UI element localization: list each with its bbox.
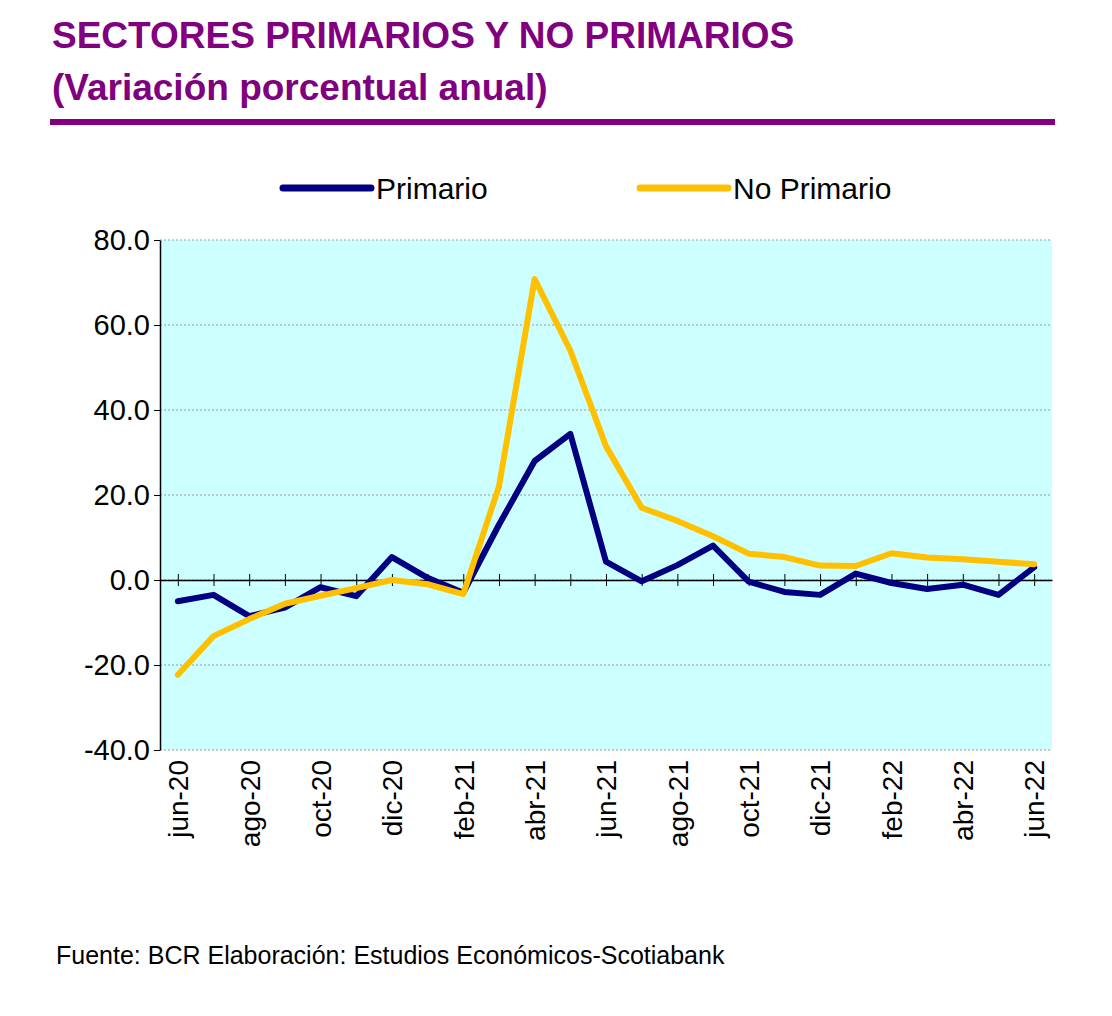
x-tick-mark bbox=[570, 574, 571, 586]
x-tick bbox=[499, 574, 500, 586]
x-tick bbox=[784, 574, 785, 586]
x-tick: jun-22 bbox=[1019, 574, 1050, 839]
x-tick-label: ago-21 bbox=[663, 760, 694, 847]
grid-line bbox=[160, 495, 1052, 496]
grid-line bbox=[160, 665, 1052, 666]
subtitle: (Variación porcentual anual) bbox=[52, 67, 548, 108]
x-tick-mark bbox=[927, 574, 928, 586]
y-tick: 40.0 bbox=[94, 394, 160, 426]
x-tick: feb-21 bbox=[449, 574, 480, 839]
x-tick bbox=[285, 574, 286, 586]
x-tick bbox=[998, 574, 999, 586]
x-tick: jun-20 bbox=[163, 574, 194, 839]
x-axis: jun-20 ago-20 oct-20 dic-20 feb-21 abr-21 jun-… bbox=[161, 574, 1053, 847]
y-tick-label: -20.0 bbox=[84, 649, 150, 681]
x-tick-mark bbox=[285, 574, 286, 586]
y-tick-mark bbox=[154, 580, 160, 581]
x-tick-mark bbox=[499, 574, 500, 586]
title: SECTORES PRIMARIOS Y NO PRIMARIOS bbox=[52, 15, 794, 56]
x-tick: dic-20 bbox=[377, 574, 408, 836]
x-tick-mark bbox=[178, 574, 179, 586]
x-tick-mark bbox=[356, 574, 357, 586]
grid-line bbox=[160, 750, 1052, 751]
y-tick: -20.0 bbox=[84, 649, 160, 681]
y-tick-mark bbox=[154, 240, 160, 241]
grid bbox=[160, 240, 1052, 750]
x-tick-mark bbox=[249, 574, 250, 586]
y-tick-label: 20.0 bbox=[94, 479, 150, 511]
series-line bbox=[178, 434, 1034, 616]
y-tick-label: 40.0 bbox=[94, 394, 150, 426]
y-tick: 80.0 bbox=[94, 224, 160, 256]
grid-line bbox=[160, 240, 1052, 241]
x-tick: dic-21 bbox=[805, 574, 836, 836]
x-tick-label: jun-20 bbox=[163, 760, 194, 839]
x-tick-mark bbox=[713, 574, 714, 586]
x-tick-mark bbox=[820, 574, 821, 586]
x-tick bbox=[214, 574, 215, 586]
x-tick: oct-20 bbox=[306, 574, 337, 838]
legend-swatch bbox=[283, 185, 371, 192]
y-tick-mark bbox=[154, 325, 160, 326]
chart: SECTORES PRIMARIOS Y NO PRIMARIOS (Variac… bbox=[0, 0, 1112, 1016]
plot-background bbox=[160, 240, 1052, 750]
y-tick-mark bbox=[154, 495, 160, 496]
y-tick-label: 60.0 bbox=[94, 309, 150, 341]
grid-line bbox=[160, 410, 1052, 411]
x-tick: feb-22 bbox=[877, 574, 908, 839]
y-tick-mark bbox=[154, 665, 160, 666]
x-tick-label: abr-22 bbox=[948, 760, 979, 841]
x-tick: jun-21 bbox=[591, 574, 622, 839]
y-tick-label: 0.0 bbox=[110, 564, 150, 596]
x-tick-label: dic-20 bbox=[377, 760, 408, 836]
x-tick: oct-21 bbox=[734, 574, 765, 838]
y-tick: 20.0 bbox=[94, 479, 160, 511]
x-tick-label: ago-20 bbox=[235, 760, 266, 847]
legend: Primario No Primario bbox=[283, 172, 891, 205]
y-tick-label: -40.0 bbox=[84, 734, 150, 766]
legend-label: No Primario bbox=[733, 172, 891, 205]
x-tick-label: feb-21 bbox=[449, 760, 480, 839]
y-tick: -40.0 bbox=[84, 734, 160, 766]
y-tick-mark bbox=[154, 410, 160, 411]
title-rule bbox=[50, 119, 1055, 125]
lines bbox=[178, 279, 1034, 675]
x-tick-label: feb-22 bbox=[877, 760, 908, 839]
x-tick-mark bbox=[214, 574, 215, 586]
x-tick: abr-21 bbox=[520, 574, 551, 841]
x-tick-label: jun-22 bbox=[1019, 760, 1050, 839]
x-tick bbox=[356, 574, 357, 586]
y-tick-mark bbox=[154, 750, 160, 751]
x-tick-label: oct-20 bbox=[306, 760, 337, 838]
x-tick-label: abr-21 bbox=[520, 760, 551, 841]
grid-line bbox=[160, 325, 1052, 326]
y-tick: 60.0 bbox=[94, 309, 160, 341]
x-tick bbox=[713, 574, 714, 586]
x-tick: abr-22 bbox=[948, 574, 979, 841]
legend-swatch bbox=[640, 185, 728, 192]
x-tick: ago-21 bbox=[663, 574, 694, 847]
x-tick bbox=[927, 574, 928, 586]
x-tick-label: dic-21 bbox=[805, 760, 836, 836]
legend-label: Primario bbox=[376, 172, 488, 205]
x-tick-label: oct-21 bbox=[734, 760, 765, 838]
x-tick-mark bbox=[1034, 574, 1035, 586]
x-tick-mark bbox=[998, 574, 999, 586]
x-tick-label: jun-21 bbox=[591, 760, 622, 839]
x-tick-mark bbox=[784, 574, 785, 586]
x-tick bbox=[570, 574, 571, 586]
series-line bbox=[178, 279, 1034, 675]
y-tick-label: 80.0 bbox=[94, 224, 150, 256]
x-tick-mark bbox=[606, 574, 607, 586]
y-tick: 0.0 bbox=[110, 564, 160, 596]
y-axis: -40.0 -20.0 0.0 20.0 40.0 60.0 80.0 bbox=[84, 224, 161, 766]
x-tick-mark bbox=[535, 574, 536, 586]
source: Fuente: BCR Elaboración: Estudios Económ… bbox=[56, 941, 725, 969]
x-tick-mark bbox=[677, 574, 678, 586]
x-tick-mark bbox=[321, 574, 322, 586]
